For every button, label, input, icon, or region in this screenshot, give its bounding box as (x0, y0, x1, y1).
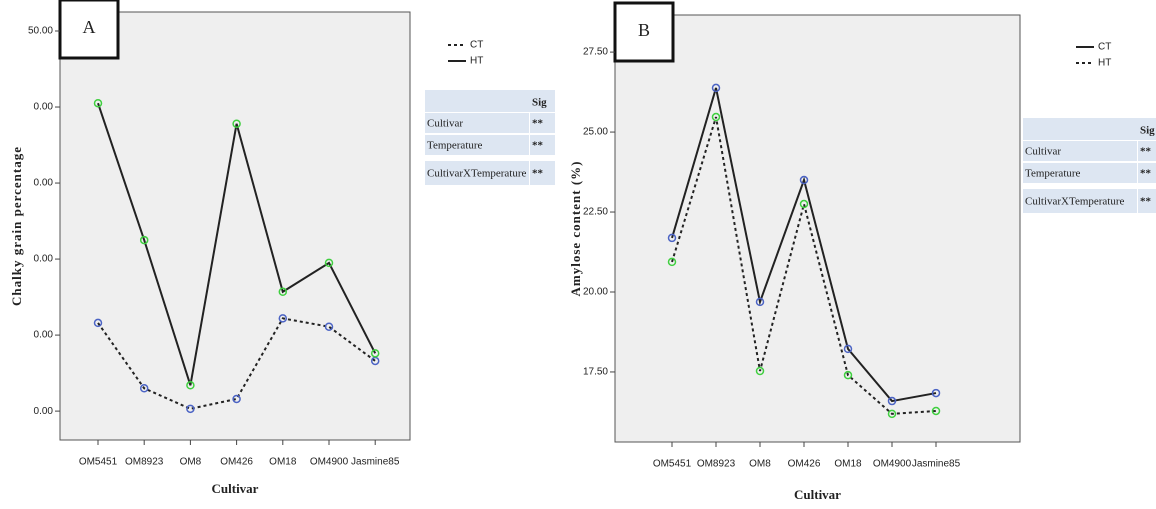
table-text: CultivarXTemperature (427, 168, 527, 180)
table-cell (1138, 163, 1156, 183)
panel-label: B (638, 20, 650, 40)
table-cell (1138, 141, 1156, 161)
legend-label: HT (1098, 58, 1111, 69)
x-tick-label: OM8923 (697, 459, 736, 470)
x-tick-label: Jasmine85 (351, 457, 400, 468)
x-tick-label: OM5451 (653, 459, 692, 470)
series-line (671, 116, 937, 415)
x-axis-label: Cultivar (794, 487, 841, 502)
y-tick-label: 17.50 (583, 367, 608, 378)
data-point (93, 318, 103, 328)
table-text: ** (1140, 146, 1152, 158)
table-cell (530, 161, 555, 185)
x-tick-label: OM426 (788, 459, 821, 470)
legend-label: HT (470, 56, 483, 67)
data-point (232, 394, 241, 404)
data-point (711, 83, 721, 93)
series-line (97, 317, 376, 410)
y-tick-label: 0.00 (34, 406, 54, 417)
data-point (139, 235, 149, 245)
data-point (843, 344, 853, 354)
table-text: ** (1140, 196, 1152, 208)
table-text: ** (532, 168, 544, 180)
table-text: Temperature (1025, 168, 1081, 180)
data-point (755, 297, 765, 307)
table-text: ** (1140, 168, 1152, 180)
y-tick-label: 0.00 (34, 178, 54, 189)
table-cell (425, 113, 529, 133)
y-tick-label: 0.00 (34, 102, 54, 113)
table-text: CultivarXTemperature (1025, 196, 1125, 208)
data-point (186, 404, 195, 414)
x-tick-label: OM8 (180, 457, 202, 468)
data-point (667, 257, 677, 267)
y-tick-label: 22.50 (583, 207, 608, 218)
y-tick-label: 20.00 (583, 287, 608, 298)
data-point (799, 175, 809, 185)
panel-label-box (58, 0, 120, 60)
x-tick-label: OM8923 (125, 457, 164, 468)
y-tick-label: 0.00 (34, 330, 54, 341)
x-tick-label: OM4900 (310, 457, 349, 468)
y-tick-label: 0.00 (34, 254, 54, 265)
data-point (887, 396, 897, 406)
legend-label: CT (1098, 42, 1111, 53)
y-axis-label: Chalky grain percentage (9, 146, 24, 306)
x-tick-label: OM8 (749, 459, 771, 470)
x-tick-label: OM426 (220, 457, 253, 468)
y-tick-label: 50.00 (28, 26, 53, 37)
table-header-cell (425, 90, 555, 112)
data-point (278, 314, 288, 323)
x-tick-label: OM18 (269, 457, 297, 468)
x-tick-label: OM18 (834, 459, 862, 470)
table-text: ** (532, 140, 544, 152)
data-point (278, 287, 288, 297)
y-tick-label: 27.50 (583, 47, 608, 58)
table-text: Cultivar (427, 118, 463, 130)
x-tick-label: OM5451 (79, 457, 118, 468)
table-header: Sig (1140, 125, 1155, 137)
data-point (711, 112, 721, 122)
x-tick-label: Jasmine85 (912, 459, 961, 470)
data-point (887, 409, 897, 419)
data-point (324, 322, 334, 331)
data-point (931, 406, 941, 416)
table-cell (530, 135, 555, 155)
table-text: ** (532, 118, 544, 130)
data-point (755, 366, 765, 376)
data-point (931, 388, 941, 398)
series-line (97, 102, 377, 386)
table-header-cell (1023, 118, 1156, 140)
y-axis-label: Amylose content (%) (568, 161, 583, 297)
data-point (667, 233, 677, 243)
table-header: Sig (532, 97, 547, 109)
table-cell (1138, 189, 1156, 213)
table-cell (530, 113, 555, 133)
data-point (370, 349, 380, 358)
table-text: Temperature (427, 140, 483, 152)
table-cell (1023, 163, 1137, 183)
table-cell (425, 161, 529, 185)
panel-label: A (83, 17, 96, 37)
data-point (843, 370, 853, 380)
table-cell (425, 135, 529, 155)
data-point (232, 119, 241, 129)
legend-label: CT (470, 40, 483, 51)
data-point (139, 384, 149, 393)
plot-area (59, 11, 411, 441)
table-text: Cultivar (1025, 146, 1061, 158)
data-point (93, 98, 103, 108)
y-tick-label: 25.00 (583, 127, 608, 138)
series-line (671, 87, 937, 403)
x-tick-label: OM4900 (873, 459, 912, 470)
data-point (186, 381, 195, 390)
x-axis-label: Cultivar (212, 481, 259, 496)
data-point (799, 199, 809, 209)
data-point (324, 258, 334, 268)
table-cell (1023, 189, 1137, 213)
panel-label-box (613, 1, 675, 63)
table-cell (1023, 141, 1137, 161)
